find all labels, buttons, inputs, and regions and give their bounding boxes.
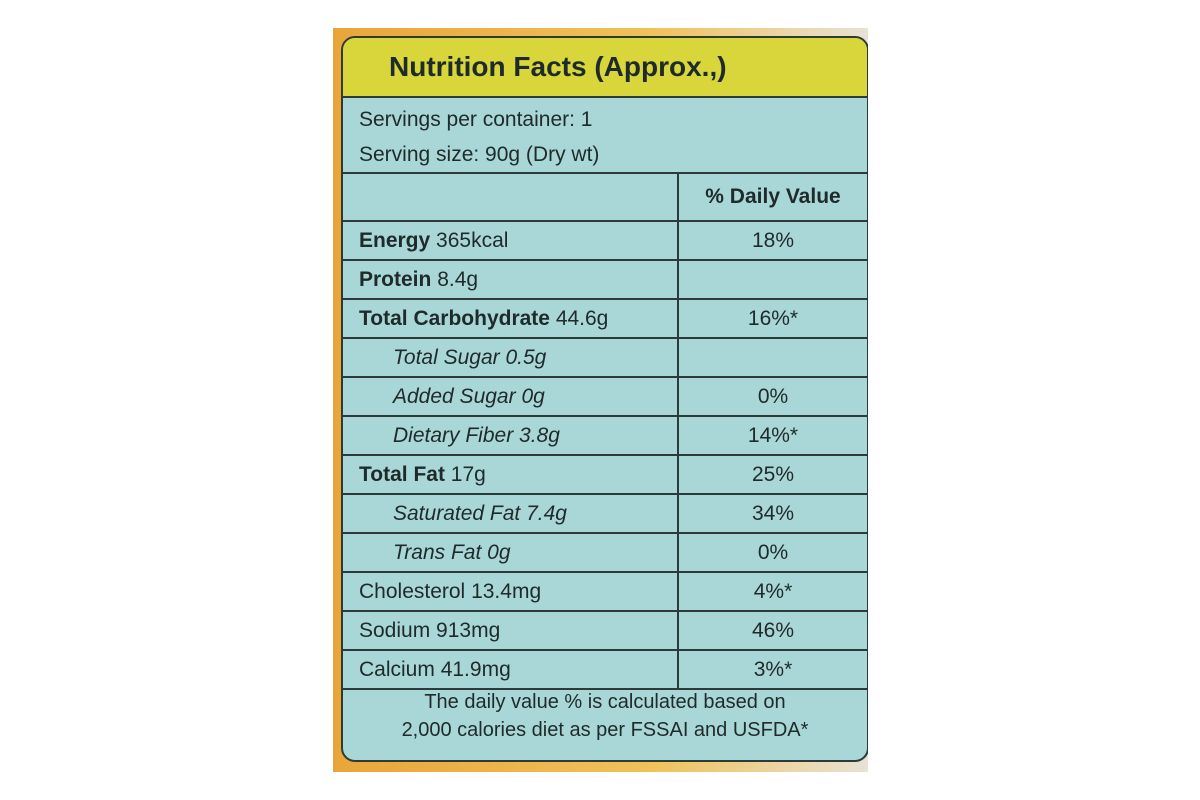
nutrient-row: Added Sugar 0g 0% [343,378,867,417]
nutrient-cell: Saturated Fat 7.4g [343,495,679,532]
label-title: Nutrition Facts (Approx.,) [343,38,867,98]
nutrient-name: Dietary Fiber [393,424,514,447]
nutrient-row: Dietary Fiber 3.8g 14%* [343,417,867,456]
daily-value: 0% [757,541,789,564]
nutrient-amount: 0g [521,385,545,408]
daily-value-empty [679,261,867,298]
nutrient-name: Trans Fat [393,541,482,564]
daily-value: 14%* [747,424,799,447]
nutrient-name: Sodium [359,619,431,642]
nutrient-name: Total Fat [359,463,445,486]
nutrient-table: % Daily Value Energy 365kcal 18% Protein 8… [343,172,867,690]
nutrient-cell: Sodium 913mg [343,612,679,649]
daily-value: 18% [751,229,795,252]
nutrient-cell: Energy 365kcal [343,222,679,259]
nutrient-cell: Protein 8.4g [343,261,679,298]
nutrient-amount: 8.4g [437,268,479,291]
servings-line: Servings per container: 1 [359,108,593,131]
nutrient-amount: 3.8g [519,424,560,447]
table-header: % Daily Value [343,174,867,222]
footnote: The daily value % is calculated based on… [343,682,867,744]
nutrient-cell: Total Sugar 0.5g [343,339,679,376]
nutrient-row: Total Sugar 0.5g [343,339,867,378]
nutrient-row: Saturated Fat 7.4g 34% [343,495,867,534]
daily-value: 34% [751,502,795,525]
label-photo: Nutrition Facts (Approx.,) Servings per … [333,28,868,772]
nutrient-cell: Calcium 41.9mg [343,651,679,688]
daily-value: 4%* [753,580,793,603]
nutrient-row: Cholesterol 13.4mg 4%* [343,573,867,612]
nutrient-name: Total Sugar [393,346,500,369]
nutrient-cell: Trans Fat 0g [343,534,679,571]
nutrient-cell: Added Sugar 0g [343,378,679,415]
nutrient-cell: Total Fat 17g [343,456,679,493]
nutrient-name: Energy [359,229,431,252]
nutrient-row: Total Fat 17g 25% [343,456,867,495]
nutrient-cell: Cholesterol 13.4mg [343,573,679,610]
daily-value: 16%* [747,307,799,330]
daily-value: 3%* [753,658,793,681]
nutrient-amount: 17g [450,463,486,486]
nutrient-name: Added Sugar [393,385,516,408]
nutrient-amount: 0.5g [505,346,547,369]
nutrient-row: Total Carbohydrate 44.6g 16%* [343,300,867,339]
nutrition-label: Nutrition Facts (Approx.,) Servings per … [341,36,868,762]
nutrient-amount: 41.9mg [440,658,511,681]
dv-header: % Daily Value [705,185,841,208]
nutrient-row: Trans Fat 0g 0% [343,534,867,573]
nutrient-amount: 7.4g [526,502,567,525]
nutrient-name: Calcium [359,658,435,681]
nutrient-row: Sodium 913mg 46% [343,612,867,651]
nutrient-cell: Dietary Fiber 3.8g [343,417,679,454]
nutrient-row: Calcium 41.9mg 3%* [343,651,867,690]
nutrient-amount: 913mg [436,619,501,642]
nutrient-amount: 13.4mg [471,580,542,603]
nutrient-row: Protein 8.4g [343,261,867,300]
daily-value: 46% [751,619,795,642]
daily-value: 0% [757,385,789,408]
nutrient-name: Total Carbohydrate [359,307,550,330]
nutrient-name: Cholesterol [359,580,466,603]
serving-size: Serving size: 90g (Dry wt) [359,143,600,166]
nutrient-name: Protein [359,268,432,291]
nutrient-name: Saturated Fat [393,502,521,525]
nutrient-row: Energy 365kcal 18% [343,222,867,261]
servings: Servings per container: 1 Serving size: … [343,98,867,172]
nutrient-amount: 44.6g [555,307,609,330]
daily-value-empty [679,339,867,376]
nutrient-cell: Total Carbohydrate 44.6g [343,300,679,337]
footnote-line: The daily value % is calculated based on [424,691,786,713]
footnote-line: 2,000 calories diet as per FSSAI and USF… [401,719,809,741]
nutrient-amount: 0g [487,541,511,564]
nutrient-amount: 365kcal [436,229,509,252]
daily-value: 25% [751,463,795,486]
